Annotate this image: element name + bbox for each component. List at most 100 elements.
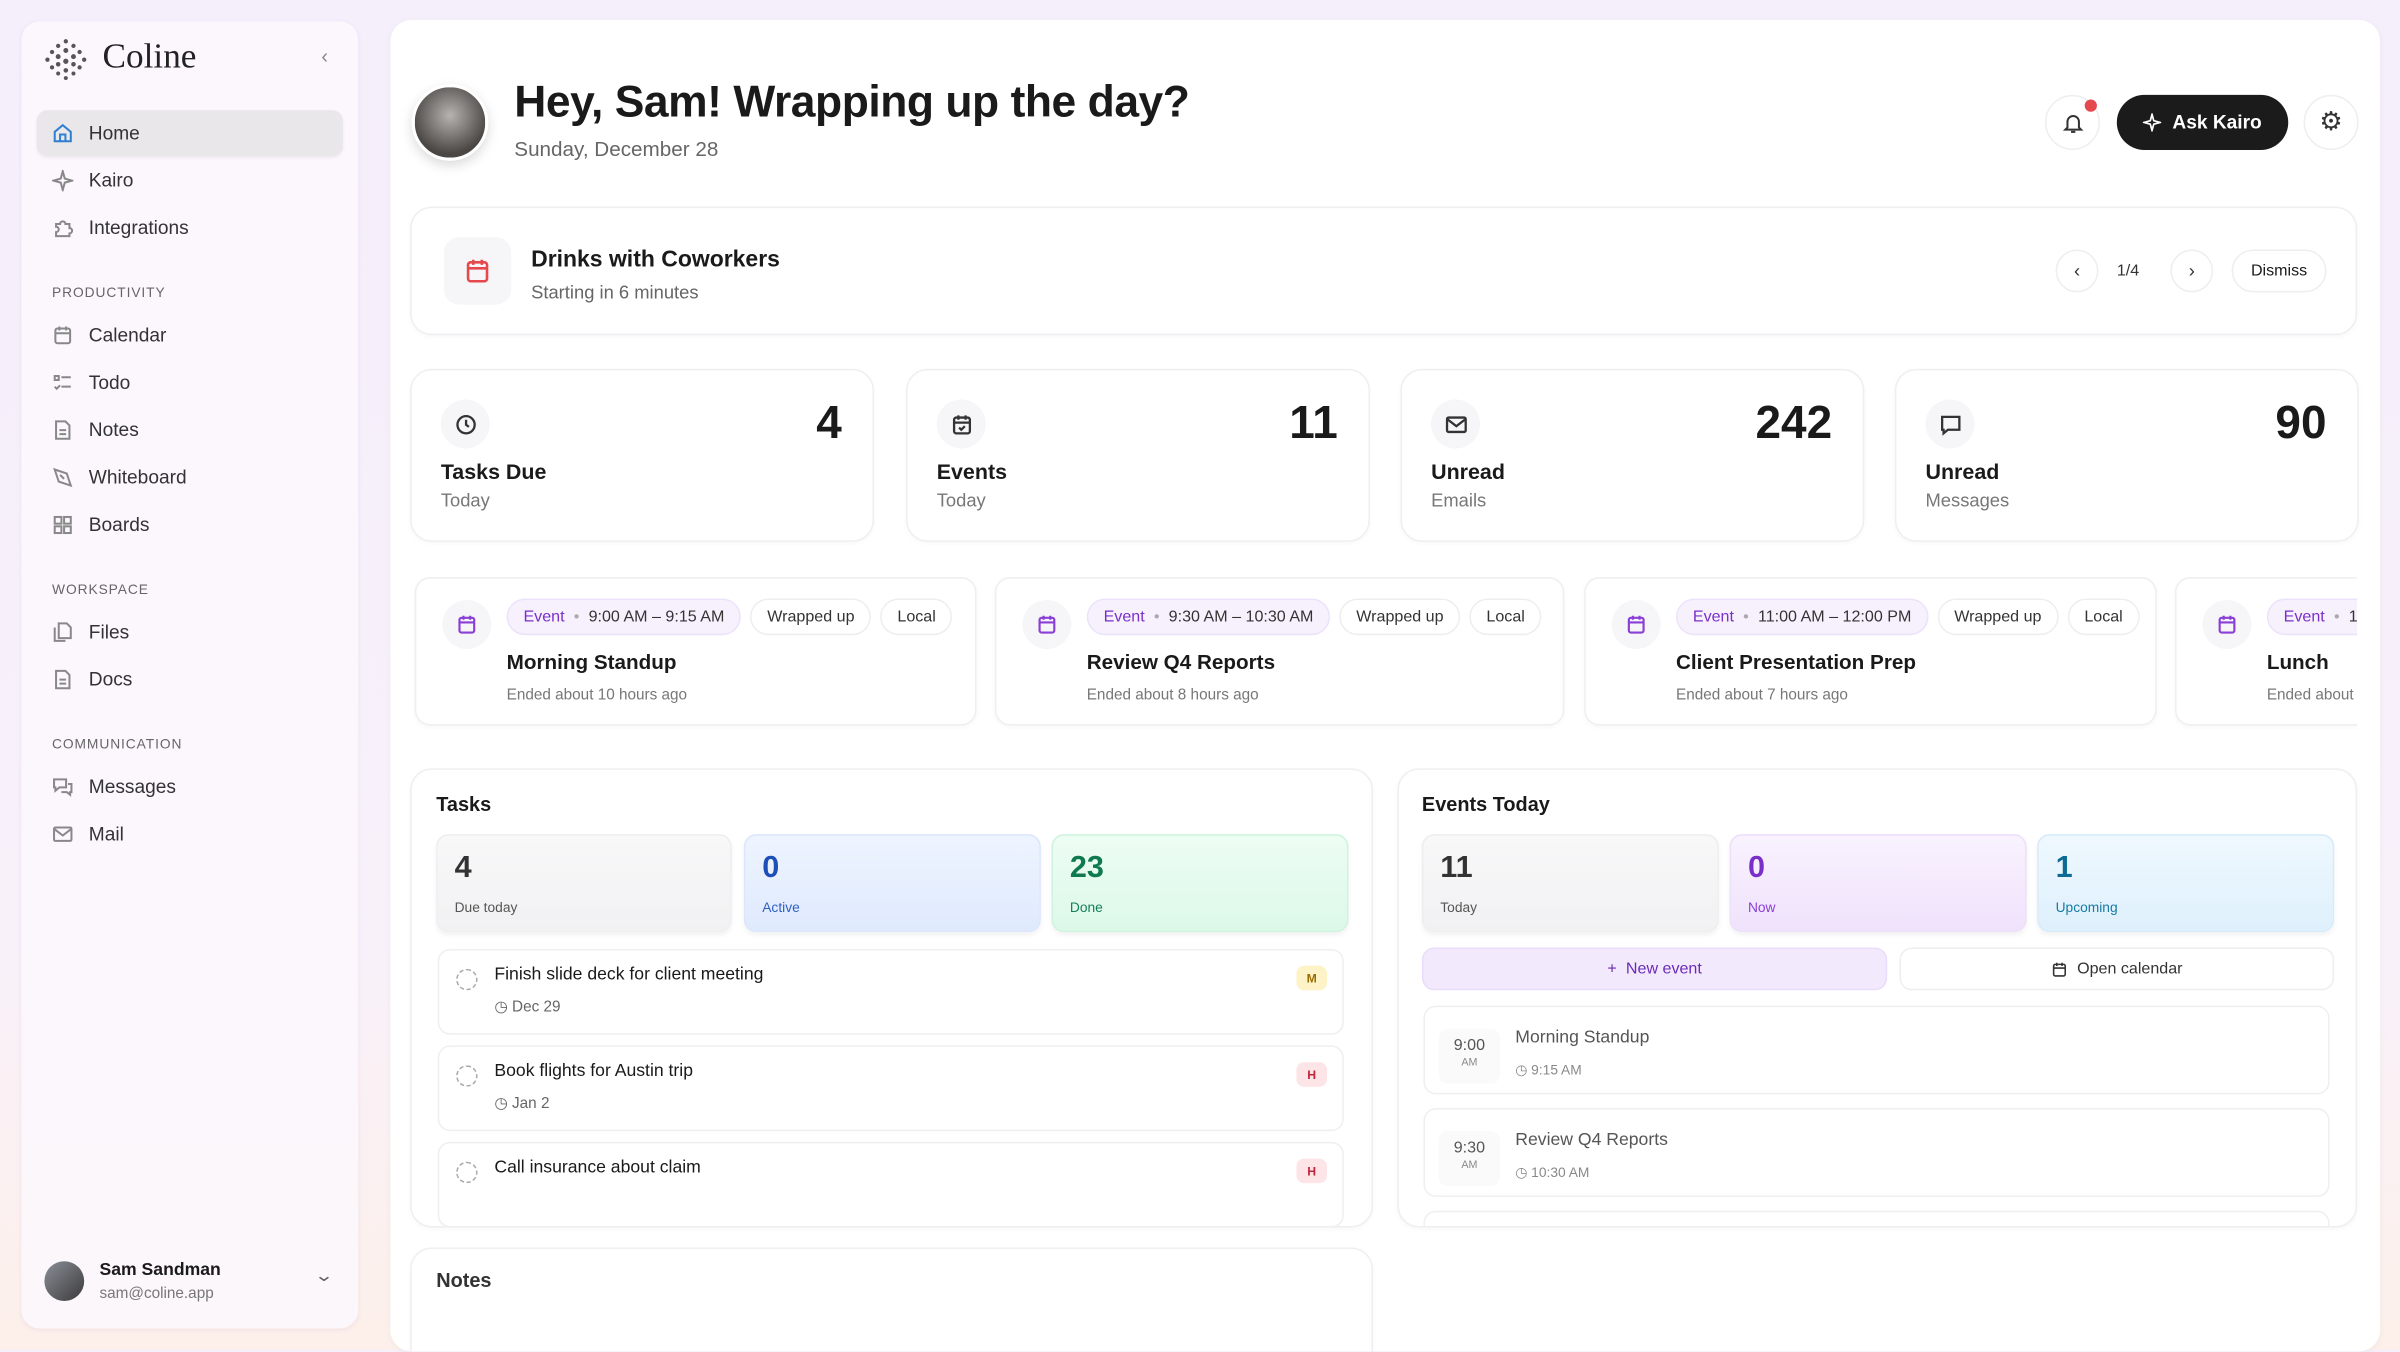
- event-pills: Event • 11:00 AM – 12:00 PM Wrapped up Local: [1676, 598, 2149, 636]
- event-start: 9:00: [1453, 1036, 1486, 1055]
- event-time-pill: Event•12: [2266, 598, 2358, 636]
- task-item[interactable]: Finish slide deck for client meeting ◷ D…: [437, 948, 1344, 1035]
- event-ampm: AM: [1461, 1159, 1478, 1171]
- stat-sub: Today: [440, 489, 490, 512]
- calendar-icon: [2218, 615, 2236, 634]
- sidebar-item-calendar[interactable]: Calendar: [37, 312, 343, 358]
- banner-subtitle: Starting in 6 minutes: [531, 281, 699, 304]
- dismiss-button[interactable]: Dismiss: [2231, 249, 2327, 293]
- event-card[interactable]: Event•12 Lunch Ended about: [2174, 577, 2358, 726]
- event-kind: Event: [1103, 607, 1145, 627]
- notifications-button[interactable]: [2044, 94, 2100, 150]
- event-time-pill: Event • 9:30 AM – 10:30 AM: [1086, 598, 1331, 636]
- sidebar-item-docs[interactable]: Docs: [37, 657, 343, 703]
- stat-value: 242: [1755, 397, 1833, 449]
- next-button[interactable]: ›: [2170, 249, 2214, 293]
- task-due: ◷ Dec 29: [494, 999, 560, 1016]
- document-icon: [55, 420, 71, 440]
- list-item[interactable]: 9:30 AM Review Q4 Reports ◷ 10:30 AM: [1423, 1108, 2330, 1197]
- list-item[interactable]: 9:00 AM Morning Standup ◷ 9:15 AM: [1423, 1005, 2330, 1095]
- sidebar-item-files[interactable]: Files: [37, 609, 343, 655]
- event-icon-box: [442, 599, 492, 649]
- event-subtitle: Ended about 10 hours ago: [506, 687, 688, 705]
- scope-pill: Local: [1469, 598, 1542, 636]
- sidebar-item-todo[interactable]: Todo: [37, 360, 343, 406]
- tile-now[interactable]: 0 Now: [1729, 834, 2027, 933]
- tile-value: 0: [762, 851, 780, 885]
- user-email: sam@coline.app: [99, 1285, 214, 1303]
- section-productivity: PRODUCTIVITY: [52, 284, 166, 300]
- settings-button[interactable]: ⚙: [2303, 94, 2359, 150]
- tile-value: 1: [2055, 851, 2073, 885]
- previous-button[interactable]: ‹: [2055, 249, 2099, 293]
- tile-upcoming[interactable]: 1 Upcoming: [2037, 834, 2335, 933]
- sidebar-item-whiteboard[interactable]: Whiteboard: [37, 455, 343, 501]
- sidebar-item-label: Boards: [88, 514, 150, 536]
- event-card[interactable]: Event • 11:00 AM – 12:00 PM Wrapped up Local…: [1584, 577, 2157, 726]
- stat-card[interactable]: 11 Events Today: [906, 368, 1370, 542]
- new-event-label: New event: [1625, 959, 1702, 979]
- event-subtitle: Ended about 8 hours ago: [1086, 687, 1259, 705]
- event-kind: Event: [523, 607, 565, 627]
- user-menu[interactable]: Sam Sandman sam@coline.app ⌄: [21, 1246, 358, 1329]
- sidebar-item-boards[interactable]: Boards: [37, 502, 343, 548]
- event-card[interactable]: Event • 9:30 AM – 10:30 AM Wrapped up Local …: [994, 577, 1565, 726]
- sidebar-item-integrations[interactable]: Integrations: [37, 205, 343, 251]
- stat-value: 4: [816, 397, 842, 449]
- tile-value: 11: [1440, 851, 1473, 885]
- task-item[interactable]: Book flights for Austin trip ◷ Jan 2 H: [437, 1045, 1344, 1132]
- open-calendar-button[interactable]: Open calendar: [1899, 947, 2335, 991]
- sidebar-item-messages[interactable]: Messages: [37, 764, 343, 810]
- task-due-date: Dec 29: [512, 999, 561, 1017]
- event-time-pill: Event • 9:00 AM – 9:15 AM: [506, 598, 742, 636]
- sidebar-item-home[interactable]: Home: [36, 110, 343, 157]
- priority-badge: H: [1296, 1158, 1328, 1184]
- event-end: ◷ 10:30 AM: [1515, 1165, 1589, 1182]
- list-item[interactable]: [1423, 1210, 2330, 1227]
- tile-today[interactable]: 11 Today: [1421, 834, 1719, 933]
- page-title: Hey, Sam! Wrapping up the day?: [514, 78, 1190, 128]
- event-pills: Event • 9:00 AM – 9:15 AM Wrapped up Local: [506, 598, 962, 636]
- mail-icon: [1445, 415, 1467, 433]
- stat-icon-box: [440, 399, 490, 449]
- event-end: ◷ 9:15 AM: [1515, 1062, 1581, 1079]
- calendar-icon: [458, 615, 476, 634]
- profile-avatar[interactable]: [411, 84, 489, 161]
- sidebar-item-label: Messages: [88, 776, 176, 798]
- sidebar-item-kairo[interactable]: Kairo: [37, 158, 343, 204]
- task-checkbox[interactable]: [456, 968, 478, 991]
- stat-value: 90: [2275, 397, 2327, 449]
- sidebar-item-mail[interactable]: Mail: [37, 811, 343, 857]
- event-time: 12: [2348, 607, 2358, 627]
- sidebar-item-notes[interactable]: Notes: [37, 407, 343, 453]
- event-time: 11:00 AM – 12:00 PM: [1757, 607, 1912, 627]
- ask-kairo-button[interactable]: Ask Kairo: [2116, 94, 2289, 150]
- task-checkbox[interactable]: [456, 1161, 478, 1184]
- scope-pill: Local: [2067, 598, 2140, 636]
- user-name: Sam Sandman: [99, 1261, 221, 1280]
- sidebar-item-label: Whiteboard: [88, 466, 187, 489]
- clock-icon: ◷: [1515, 1062, 1528, 1078]
- stat-card[interactable]: 90 Unread Messages: [1894, 368, 2359, 542]
- stat-card[interactable]: 4 Tasks Due Today: [410, 368, 874, 542]
- tile-due-today[interactable]: 4 Due today: [436, 834, 732, 933]
- event-card[interactable]: Event • 9:00 AM – 9:15 AM Wrapped up Local M…: [414, 577, 977, 726]
- calendar-icon: [466, 259, 489, 283]
- event-title: Lunch: [2266, 650, 2329, 674]
- chevron-down-icon: ⌄: [314, 1267, 334, 1286]
- sidebar-item-label: Docs: [88, 668, 133, 691]
- event-icon-box: [1022, 599, 1072, 649]
- task-checkbox[interactable]: [456, 1065, 478, 1087]
- new-event-button[interactable]: + New event: [1421, 947, 1888, 991]
- tile-done[interactable]: 23 Done: [1051, 834, 1349, 933]
- upcoming-event-banner: Drinks with Coworkers Starting in 6 minu…: [410, 206, 2358, 336]
- collapse-sidebar-icon[interactable]: ‹: [321, 44, 329, 68]
- stat-card[interactable]: 242 Unread Emails: [1400, 368, 1865, 542]
- chevron-right-icon: ›: [2188, 260, 2195, 282]
- tile-active[interactable]: 0 Active: [743, 834, 1041, 933]
- task-item[interactable]: Call insurance about claim H: [437, 1141, 1344, 1227]
- clock-icon: ◷: [1515, 1164, 1528, 1181]
- stat-icon-box: [1925, 399, 1975, 449]
- list-check-icon: [53, 374, 71, 391]
- bell-icon: [2062, 114, 2083, 133]
